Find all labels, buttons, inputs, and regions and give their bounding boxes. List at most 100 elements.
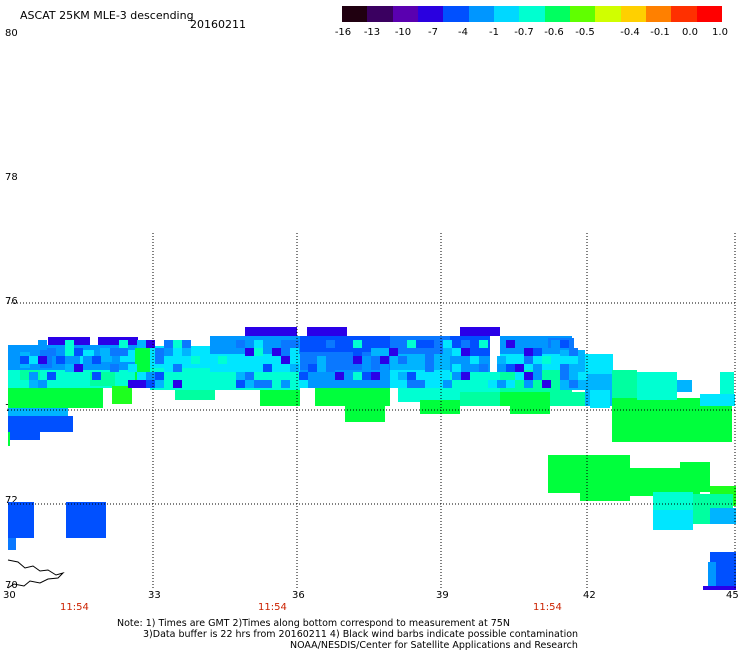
wind-cell [425, 340, 434, 348]
wind-cell [299, 380, 308, 388]
wind-cell [173, 364, 182, 372]
wind-cell [29, 380, 38, 388]
wind-cell [460, 392, 505, 406]
x-tick-36: 36 [292, 590, 305, 601]
wind-cell [708, 562, 716, 586]
wind-cell [506, 380, 515, 388]
time-label-1: 11:54 [60, 602, 89, 613]
coastline [7, 559, 65, 589]
wind-cell [425, 348, 434, 356]
wind-cell [254, 348, 263, 356]
wind-cell [137, 380, 146, 388]
wind-cell [155, 380, 164, 388]
wind-cell [83, 356, 92, 364]
colorbar-swatch [646, 6, 672, 22]
wind-cell [137, 372, 146, 380]
wind-cell [569, 380, 578, 388]
wind-cell [460, 327, 500, 336]
wind-cell [146, 372, 155, 380]
wind-cell [38, 356, 47, 364]
wind-cell [56, 356, 65, 364]
wind-cell [425, 364, 434, 372]
wind-cell [371, 348, 380, 356]
wind-cell [560, 340, 569, 348]
wind-cell [710, 508, 736, 524]
wind-cell [281, 356, 290, 364]
wind-cell [74, 364, 83, 372]
colorbar-tick-label: -16 [334, 27, 352, 38]
note-line-1: Note: 1) Times are GMT 2)Times along bot… [117, 618, 510, 629]
wind-cell [74, 348, 83, 356]
wind-cell [362, 356, 371, 364]
wind-cell [560, 356, 569, 364]
x-tick-30: 30 [3, 590, 16, 601]
wind-cell [497, 380, 506, 388]
wind-cell [317, 356, 326, 364]
wind-cell [245, 348, 254, 356]
wind-cell [164, 364, 173, 372]
colorbar-swatch [494, 6, 520, 22]
wind-cell [300, 336, 390, 352]
wind-cell [443, 348, 452, 356]
wind-cell [110, 364, 119, 372]
wind-cell [191, 356, 200, 364]
wind-cell [510, 400, 550, 414]
wind-cell [533, 364, 542, 372]
wind-cell [398, 372, 407, 380]
wind-cell [281, 380, 290, 388]
wind-cell [407, 380, 416, 388]
wind-cell [524, 380, 533, 388]
wind-cell [380, 356, 389, 364]
colorbar-swatch [418, 6, 444, 22]
wind-cell [497, 364, 506, 372]
wind-cell [65, 348, 74, 356]
wind-cell [569, 356, 578, 364]
colorbar-swatch [620, 6, 647, 22]
wind-cell [461, 348, 470, 356]
wind-cell [497, 356, 506, 364]
colorbar-swatch [443, 6, 470, 22]
colorbar-tick-label: -0.7 [514, 27, 534, 38]
y-tick-76: 76 [5, 296, 18, 307]
wind-cell [245, 380, 254, 388]
wind-cell [236, 340, 245, 348]
wind-cell [380, 348, 389, 356]
wind-cell [326, 340, 335, 348]
wind-cell [236, 380, 245, 388]
wind-cell [326, 364, 335, 372]
wind-cell [533, 372, 542, 380]
wind-cell [137, 340, 146, 348]
wind-cell [218, 356, 227, 364]
wind-cell [416, 380, 425, 388]
wind-cell [92, 356, 101, 364]
wind-cell [452, 364, 461, 372]
colorbar-tick-label: -0.5 [575, 27, 595, 38]
wind-cell [362, 364, 371, 372]
wind-cell [245, 327, 297, 336]
wind-cell [263, 380, 272, 388]
wind-cell [29, 372, 38, 380]
wind-cell [506, 340, 515, 348]
y-tick-78: 78 [5, 172, 18, 183]
wind-cell [173, 372, 182, 380]
wind-cell [542, 356, 551, 364]
wind-cell [290, 364, 299, 372]
wind-cell [281, 340, 290, 348]
wind-cell [515, 364, 524, 372]
wind-cell [260, 390, 300, 406]
wind-cell [550, 392, 586, 406]
wind-cell [515, 372, 524, 380]
wind-cell [371, 372, 380, 380]
wind-cell [236, 372, 245, 380]
colorbar-swatch [342, 6, 368, 22]
wind-cell [50, 372, 80, 388]
x-tick-39: 39 [436, 590, 449, 601]
colorbar-tick-label: -13 [363, 27, 381, 38]
wind-cell [533, 348, 542, 356]
wind-cell [407, 372, 416, 380]
colorbar-swatch [392, 6, 419, 22]
wind-cell [112, 386, 132, 404]
wind-cell [173, 380, 182, 388]
wind-cell [308, 364, 317, 372]
